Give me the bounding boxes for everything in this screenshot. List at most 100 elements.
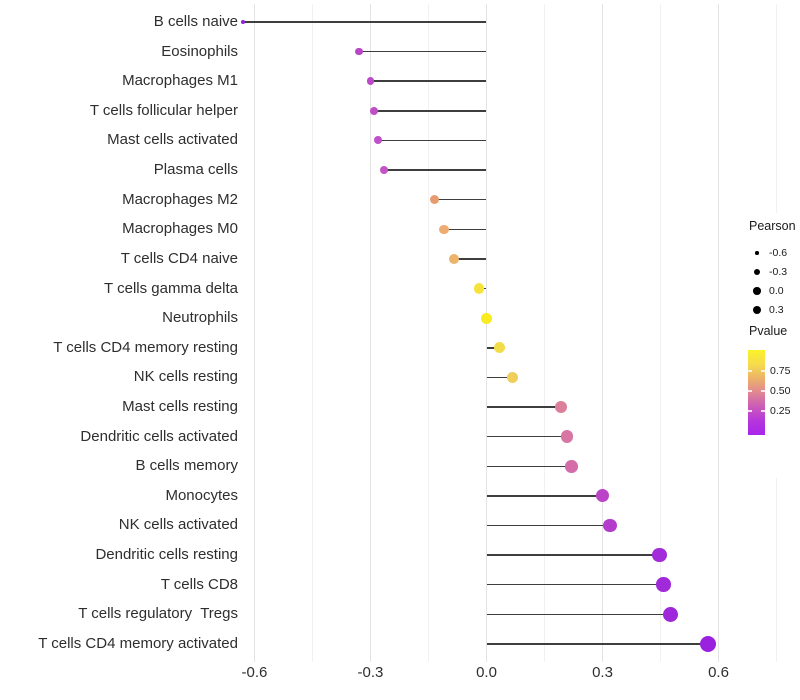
lollipop-segment [486,376,513,379]
lollipop-segment [486,554,660,556]
lollipop-dot [656,577,671,592]
pvalue-tick-left [748,370,752,372]
pearson-legend-value: -0.3 [769,266,788,278]
lollipop-segment [378,139,487,142]
row-label: Macrophages M0 [122,220,238,238]
lollipop-dot [370,106,379,115]
grid-major-line [602,4,603,662]
lollipop-segment [486,495,603,497]
lollipop-dot [565,460,578,473]
pearson-legend-dot [755,251,759,255]
lollipop-segment [486,435,567,438]
row-label: T cells CD4 naive [120,249,238,267]
pvalue-tick-left [748,410,752,412]
lollipop-segment [434,198,487,201]
row-label: NK cells activated [118,516,238,534]
lollipop-segment [443,228,487,231]
lollipop-dot [560,430,574,443]
grid-minor-line [660,4,661,662]
pvalue-legend-value: 0.25 [770,405,791,417]
x-tick-label: -0.6 [241,664,268,681]
grid-major-line [486,4,487,662]
row-label: T cells follicular helper [89,101,238,119]
lollipop-dot [663,606,679,622]
pearson-legend-value: 0.0 [769,285,784,297]
row-label: T cells gamma delta [104,279,238,297]
lollipop-dot [355,47,363,56]
row-label: Neutrophils [162,309,238,327]
row-label: Plasma cells [153,161,238,179]
pearson-legend-dot [754,269,760,275]
row-label: Monocytes [165,486,238,504]
lollipop-segment [486,613,671,616]
lollipop-dot [493,342,505,354]
lollipop-dot [506,371,519,384]
lollipop-segment [486,406,562,408]
row-label: Macrophages M2 [122,190,238,208]
lollipop-segment [486,465,572,467]
pvalue-tick-right [761,410,765,412]
row-label: Mast cells activated [107,131,238,149]
lollipop-dot [603,518,617,533]
lollipop-dot [366,77,375,85]
row-label: Eosinophils [161,42,238,60]
row-label: B cells memory [135,457,238,475]
pvalue-tick-right [761,390,765,392]
x-tick-label: -0.3 [357,664,384,681]
row-label: NK cells resting [133,368,238,386]
pvalue-tick-right [761,370,765,372]
row-label: B cells naive [153,13,238,30]
row-label: T cells CD4 memory resting [53,338,238,356]
x-tick-label: 0.3 [592,664,613,681]
grid-major-line [253,4,255,662]
lollipop-dot [374,136,383,145]
lollipop-dot [473,283,485,294]
lollipop-segment [384,169,487,171]
lollipop-segment [358,50,487,53]
x-tick-label: 0.6 [708,664,729,681]
grid-minor-line [311,4,313,662]
lollipop-dot [429,194,440,205]
lollipop-segment [374,110,487,112]
pearson-legend-value: -0.6 [769,247,788,259]
pvalue-gradient-bar [748,350,765,435]
lollipop-dot [555,401,568,414]
lollipop-dot [652,547,667,563]
pvalue-legend-title: Pvalue [749,324,788,338]
lollipop-segment [486,643,709,645]
legend: Pearson -0.6 -0.3 0.0 0.3 Pvalue 0.75 0.50 0.… [735,213,800,478]
pvalue-tick-left [748,390,752,392]
row-label: Dendritic cells activated [80,427,238,445]
lollipop-dot [240,19,246,25]
row-label: Macrophages M1 [122,72,238,90]
lollipop-dot [596,489,609,503]
lollipop-segment [370,80,487,82]
x-tick-label: 0.0 [476,664,497,681]
grid-minor-line [544,4,545,662]
row-label: T cells regulatory Tregs [78,605,238,623]
grid-major-line [369,4,371,662]
grid-major-line [718,4,720,662]
lollipop-segment [486,524,611,527]
lollipop-segment [486,347,500,349]
row-label: Mast cells resting [122,398,238,416]
row-label: T cells CD8 [160,575,238,593]
pvalue-legend-value: 0.50 [770,385,791,397]
lollipop-dot [700,635,717,652]
lollipop-segment [453,258,487,260]
row-label: T cells CD4 memory activated [38,634,238,652]
pearson-legend-title: Pearson [749,219,796,233]
pearson-legend-value: 0.3 [769,304,784,316]
lollipop-dot [448,253,459,264]
lollipop-segment [242,21,487,23]
grid-minor-line [427,4,429,662]
lollipop-dot [380,166,389,175]
lollipop-dot [439,224,449,235]
row-label: Dendritic cells resting [95,546,238,564]
lollipop-segment [486,583,664,586]
pearson-legend-dot [752,305,762,315]
pvalue-legend-value: 0.75 [770,365,791,377]
lollipop-dot [481,312,492,324]
pearson-legend-dot [753,287,761,295]
